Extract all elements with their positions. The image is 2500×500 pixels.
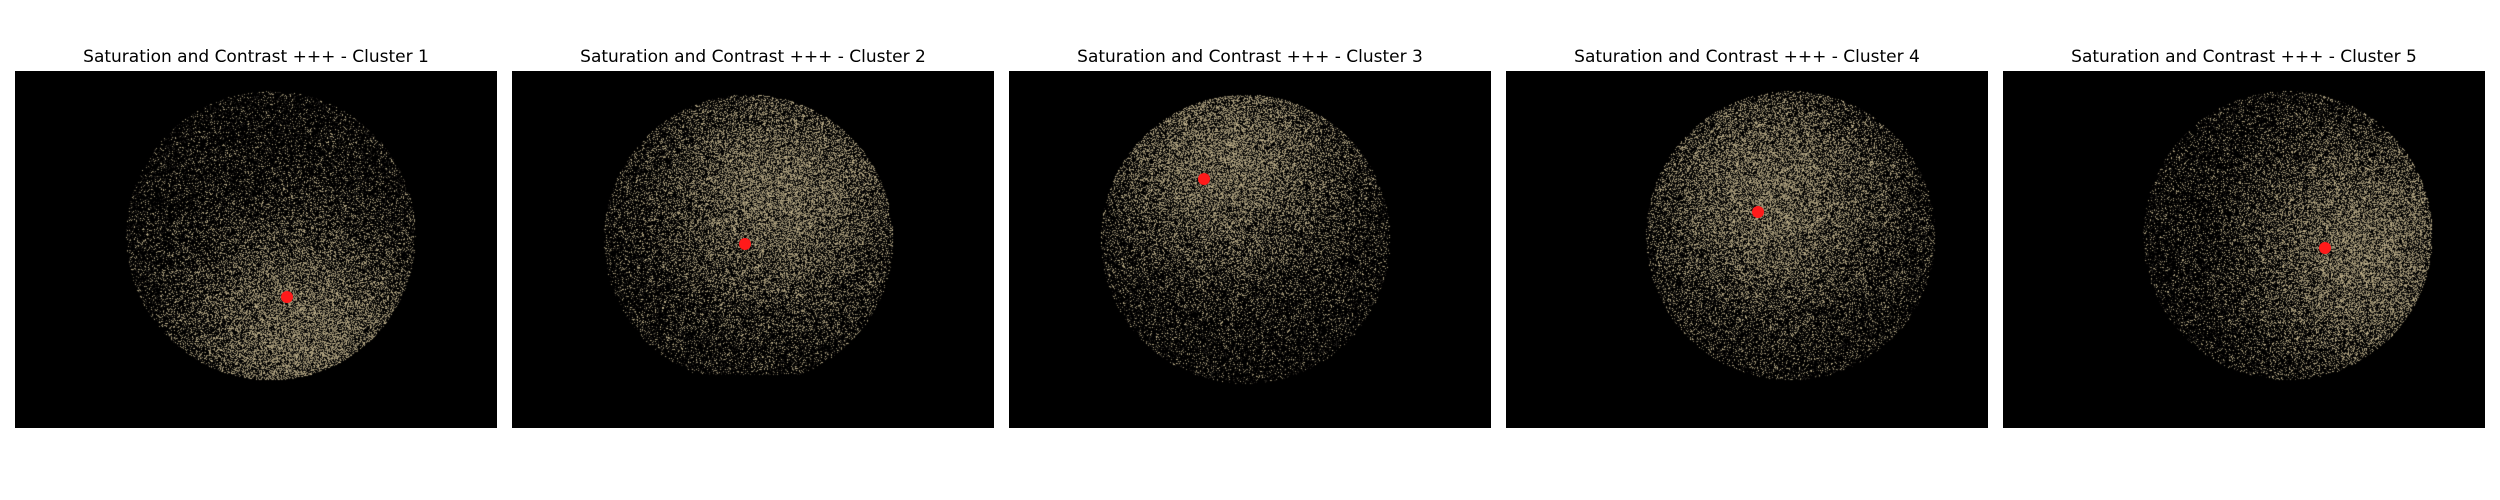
centroid-marker (738, 238, 751, 251)
cluster-panel-3: Saturation and Contrast +++ - Cluster 3 (1009, 0, 1491, 430)
cluster-panel-2: Saturation and Contrast +++ - Cluster 2 (512, 0, 994, 430)
cluster-image (1009, 71, 1491, 428)
panel-title: Saturation and Contrast +++ - Cluster 4 (1574, 47, 1920, 67)
panel-title: Saturation and Contrast +++ - Cluster 3 (1077, 47, 1423, 67)
centroid-marker (1198, 173, 1211, 186)
cluster-scatter (1506, 71, 1988, 428)
panel-title: Saturation and Contrast +++ - Cluster 2 (580, 47, 926, 67)
cluster-scatter (2003, 71, 2485, 428)
centroid-marker (2318, 242, 2331, 255)
cluster-image (15, 71, 497, 428)
cluster-image (2003, 71, 2485, 428)
cluster-image (1506, 71, 1988, 428)
centroid-marker (281, 290, 294, 303)
cluster-panel-1: Saturation and Contrast +++ - Cluster 1 (15, 0, 497, 430)
centroid-marker (1751, 205, 1764, 218)
panel-title: Saturation and Contrast +++ - Cluster 5 (2071, 47, 2417, 67)
cluster-scatter (1009, 71, 1491, 428)
panel-title: Saturation and Contrast +++ - Cluster 1 (83, 47, 429, 67)
cluster-scatter (15, 71, 497, 428)
cluster-image (512, 71, 994, 428)
cluster-panel-4: Saturation and Contrast +++ - Cluster 4 (1506, 0, 1988, 430)
cluster-panel-5: Saturation and Contrast +++ - Cluster 5 (2003, 0, 2485, 430)
cluster-scatter (512, 71, 994, 428)
